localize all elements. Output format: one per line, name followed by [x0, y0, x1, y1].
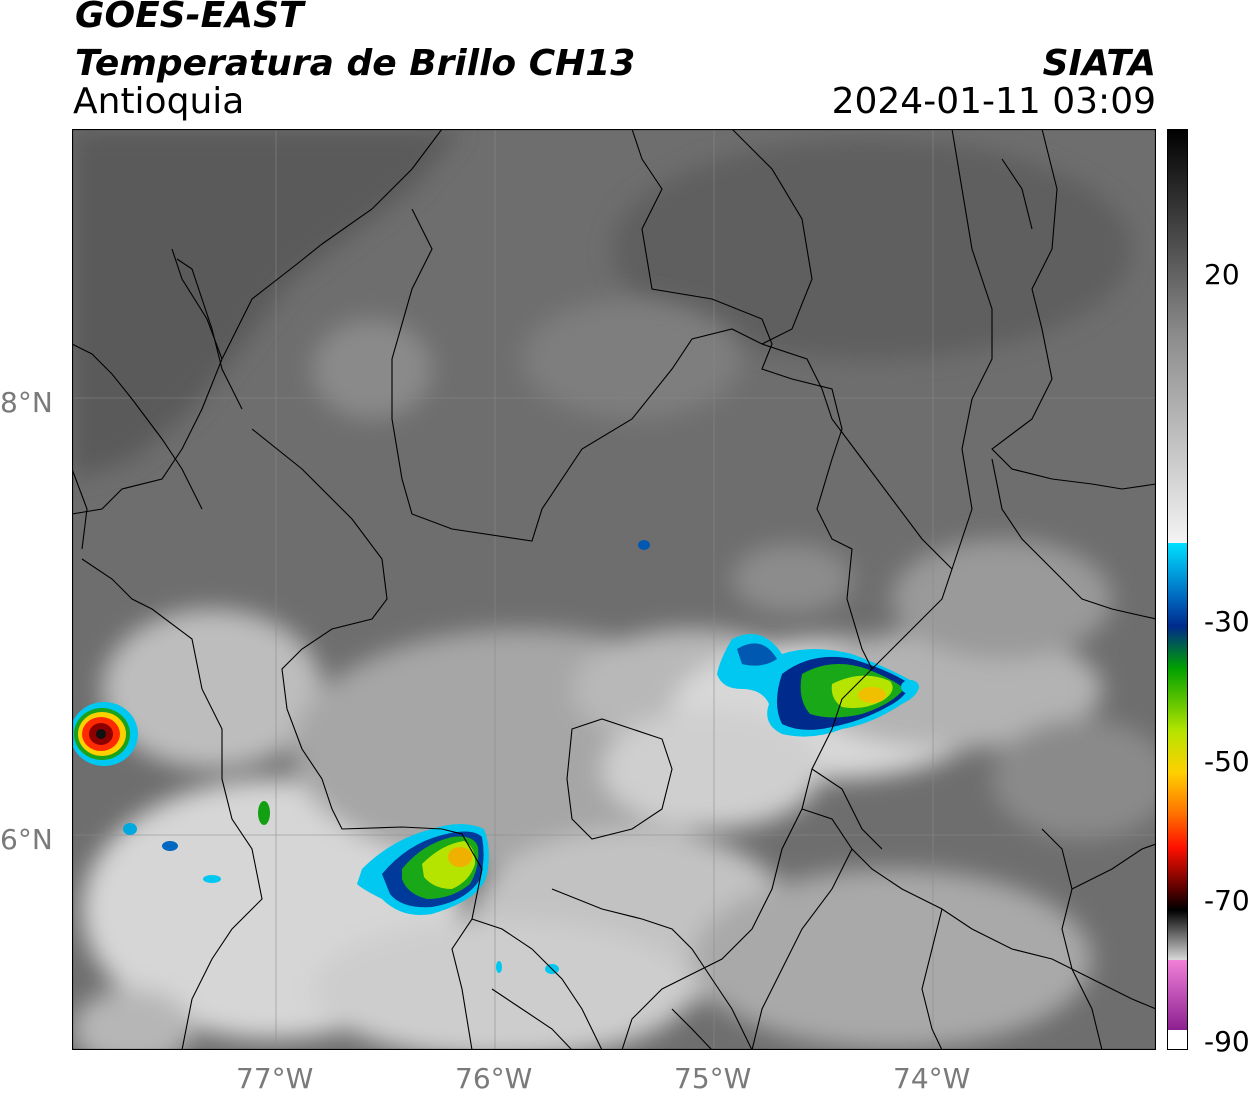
lon-label-76w: 76°W — [455, 1062, 533, 1095]
convective-cell-west — [72, 702, 138, 766]
convective-cell-south — [123, 801, 559, 974]
region-subtitle: Antioquia — [73, 81, 245, 122]
lat-label-8n: 8°N — [0, 386, 53, 419]
convective-cell-east — [638, 540, 919, 737]
colorbar-label-20: 20 — [1204, 258, 1240, 291]
colorbar-label-minus50: -50 — [1204, 745, 1250, 778]
title-line-2: Temperatura de Brillo CH13 — [75, 43, 636, 84]
boundaries — [72, 129, 1156, 1050]
lon-label-75w: 75°W — [674, 1062, 752, 1095]
lon-label-74w: 74°W — [893, 1062, 971, 1095]
satellite-map — [72, 129, 1156, 1050]
colorbar-label-minus70: -70 — [1204, 884, 1250, 917]
dark-region — [612, 139, 1132, 359]
lon-label-77w: 77°W — [236, 1062, 314, 1095]
colorbar-label-minus30: -30 — [1204, 605, 1250, 638]
sea-area — [72, 129, 462, 479]
lat-label-6n: 6°N — [0, 823, 53, 856]
title-line-1: GOES-EAST — [75, 0, 304, 36]
graticule — [72, 129, 1156, 1050]
colorbar — [1167, 129, 1188, 1050]
organization-label: SIATA — [1042, 43, 1156, 84]
timestamp-label: 2024-01-11 03:09 — [831, 81, 1156, 122]
cloud-field — [72, 299, 1156, 1050]
colorbar-label-minus90: -90 — [1204, 1025, 1250, 1058]
